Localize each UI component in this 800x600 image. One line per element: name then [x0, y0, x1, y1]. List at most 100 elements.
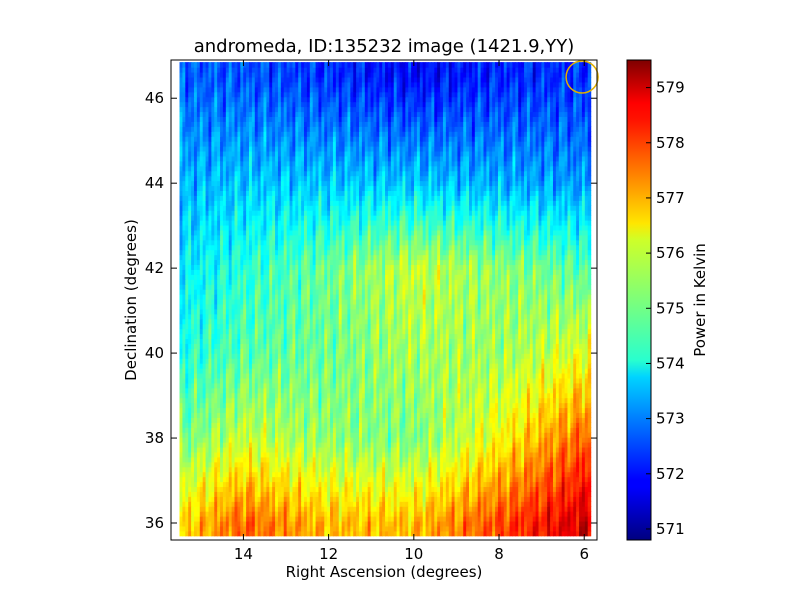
heatmap-cell — [269, 466, 273, 473]
heatmap-cell — [324, 476, 328, 483]
heatmap-cell — [361, 486, 366, 492]
heatmap-cell — [214, 476, 218, 483]
heatmap-cell — [550, 496, 554, 502]
heatmap-cell — [318, 486, 322, 492]
heatmap-cell — [497, 511, 502, 517]
heatmap-cell — [202, 511, 207, 517]
heatmap-cell — [405, 481, 409, 488]
heatmap-cell — [509, 471, 514, 478]
heatmap-cell — [327, 520, 331, 527]
heatmap-cell — [179, 466, 184, 473]
heatmap-cell — [185, 491, 189, 497]
heatmap-cell — [277, 451, 282, 458]
heatmap-cell — [405, 471, 409, 478]
heatmap-cell — [526, 525, 531, 532]
heatmap-cell — [390, 486, 395, 492]
heatmap-cell — [512, 491, 516, 497]
heatmap-cell — [243, 501, 247, 507]
heatmap-cell — [315, 476, 320, 483]
heatmap-cell — [347, 525, 351, 532]
heatmap-cell — [442, 456, 447, 463]
heatmap-cell — [555, 491, 560, 497]
heatmap-cell — [486, 491, 490, 497]
heatmap-cell — [402, 506, 406, 512]
heatmap-cell — [295, 530, 299, 537]
heatmap-cell — [547, 486, 551, 492]
heatmap-cell — [246, 476, 250, 483]
heatmap-cell — [497, 506, 502, 512]
heatmap-cell — [396, 496, 401, 502]
heatmap-cell — [396, 530, 401, 537]
heatmap-cell — [489, 471, 493, 478]
heatmap-cell — [292, 506, 296, 512]
heatmap-cell — [298, 511, 302, 517]
heatmap-cell — [477, 530, 482, 537]
heatmap-cell — [249, 501, 253, 507]
heatmap-cell — [292, 456, 296, 463]
heatmap-cell — [321, 525, 325, 532]
heatmap-cell — [416, 525, 421, 532]
heatmap-cell — [518, 481, 522, 488]
heatmap-cell — [272, 491, 276, 497]
heatmap-cell — [335, 516, 340, 522]
heatmap-cell — [518, 496, 522, 502]
heatmap-cell — [214, 530, 218, 537]
heatmap-cell — [558, 476, 563, 483]
heatmap-cell — [356, 496, 360, 502]
heatmap-cell — [353, 511, 357, 517]
heatmap-cell — [315, 466, 320, 473]
heatmap-cell — [587, 525, 592, 532]
heatmap-cell — [495, 466, 499, 473]
heatmap-cell — [260, 525, 265, 532]
heatmap-cell — [414, 511, 418, 517]
heatmap-cell — [460, 516, 464, 522]
heatmap-cell — [191, 481, 195, 488]
heatmap-cell — [214, 520, 218, 527]
heatmap-cell — [552, 481, 557, 488]
heatmap-cell — [318, 511, 322, 517]
heatmap-cell — [193, 511, 198, 517]
heatmap-cell — [495, 520, 499, 527]
heatmap-cell — [214, 486, 218, 492]
heatmap-cell — [579, 476, 583, 483]
heatmap-cell — [269, 501, 273, 507]
heatmap-cell — [304, 501, 308, 507]
heatmap-cell — [457, 466, 461, 473]
heatmap-cell — [304, 476, 308, 483]
heatmap-cell — [500, 481, 505, 488]
heatmap-cell — [196, 461, 201, 468]
heatmap-cell — [344, 496, 349, 502]
heatmap-cell — [587, 392, 592, 399]
heatmap-cell — [350, 516, 354, 522]
heatmap-cell — [547, 456, 551, 463]
heatmap-cell — [518, 466, 522, 473]
heatmap-cell — [521, 530, 525, 537]
heatmap-cell — [277, 496, 282, 502]
heatmap-cell — [330, 501, 334, 507]
heatmap-cell — [587, 427, 592, 433]
heatmap-cell — [246, 451, 250, 458]
heatmap-cell — [234, 520, 239, 527]
heatmap-cell — [469, 516, 473, 522]
heatmap-cell — [199, 486, 204, 492]
heatmap-cell — [509, 511, 514, 517]
heatmap-cell — [495, 461, 499, 468]
heatmap-cell — [445, 525, 450, 532]
heatmap-cell — [237, 501, 241, 507]
heatmap-cell — [205, 466, 210, 473]
heatmap-cell — [231, 451, 236, 458]
heatmap-cell — [561, 520, 566, 527]
heatmap-cell — [292, 496, 296, 502]
heatmap-cell — [524, 476, 528, 483]
heatmap-cell — [561, 506, 566, 512]
heatmap-cell — [550, 476, 554, 483]
heatmap-cell — [463, 525, 467, 532]
heatmap-cell — [497, 530, 502, 537]
heatmap-cell — [555, 530, 560, 537]
heatmap-cell — [573, 530, 577, 537]
heatmap-cell — [309, 506, 314, 512]
heatmap-cell — [469, 466, 473, 473]
heatmap-cell — [330, 471, 334, 478]
heatmap-cell — [558, 471, 563, 478]
heatmap-cell — [295, 520, 299, 527]
